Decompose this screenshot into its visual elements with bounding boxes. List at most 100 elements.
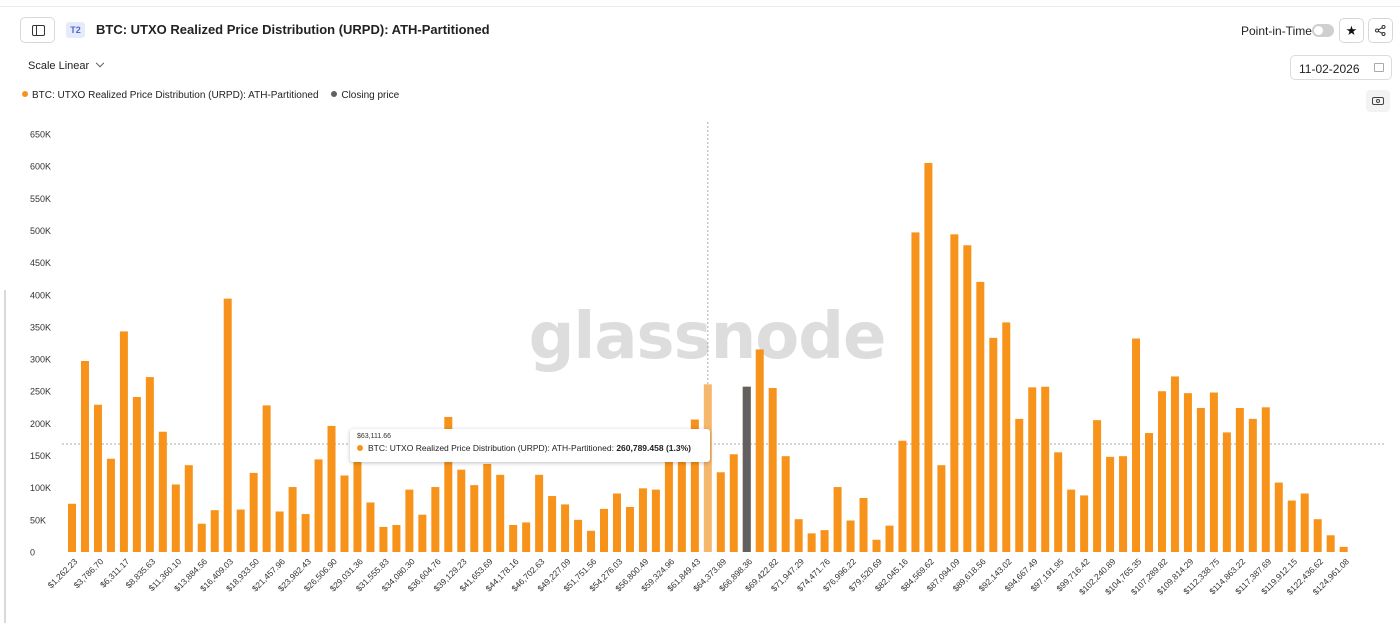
bar [457,469,466,552]
bar [716,472,725,552]
star-icon: ★ [1345,23,1358,38]
bar [158,431,167,552]
page-title: BTC: UTXO Realized Price Distribution (U… [96,22,490,37]
bar [1196,407,1205,552]
camera-lens [1376,99,1380,103]
bar [68,503,76,552]
chevron-down-icon [95,58,105,68]
tooltip-dot [357,445,363,451]
bar [600,508,609,552]
bar [898,440,907,552]
bar [1248,418,1257,552]
bar [548,496,557,552]
bar [937,465,946,552]
bar [509,524,518,552]
bar [574,519,583,552]
bar [522,522,531,552]
bar [1145,433,1154,552]
date-picker[interactable]: 11-02-2026 [1290,55,1392,80]
camera-icon [1372,97,1384,105]
bar [405,489,414,552]
legend-label-closing-price: Closing price [341,90,400,101]
share-icon [1375,25,1386,36]
bar [483,463,492,552]
bar [1170,376,1179,552]
bar [833,487,842,552]
bar [418,514,427,552]
bar [950,234,959,552]
y-tick-label: 600K [30,162,51,172]
legend-item-urpd[interactable]: BTC: UTXO Realized Price Distribution (U… [22,90,319,101]
bar [1067,489,1076,552]
bar [664,449,673,552]
bar [1313,519,1322,552]
bar [249,472,258,552]
bar [366,502,375,552]
y-tick-label: 300K [30,355,51,365]
bar [236,509,245,552]
bar [690,419,699,552]
bar [327,425,336,552]
bar [1326,535,1335,552]
bar [612,493,621,552]
legend-dot-urpd [22,91,28,97]
bar [768,388,777,552]
legend-label-urpd: BTC: UTXO Realized Price Distribution (U… [32,90,319,101]
y-tick-label: 650K [30,130,51,140]
sidebar-icon [32,25,45,36]
bar [820,530,829,552]
bar [625,506,634,552]
bar [145,377,154,552]
watermark: glassnode [529,300,886,374]
y-tick-label: 450K [30,258,51,268]
bar [755,349,764,552]
bar [651,489,660,552]
y-tick-label: 0 [30,548,35,558]
bar [1080,495,1089,552]
bar [885,525,894,552]
bar [1119,456,1128,552]
y-tick-label: 50K [30,515,46,525]
bar [1261,407,1270,552]
y-tick-label: 400K [30,290,51,300]
calendar-icon [1374,63,1384,72]
bar [807,533,816,552]
bar [638,488,647,552]
legend-item-closing-price[interactable]: Closing price [331,90,399,101]
bar [379,526,388,552]
bar [444,416,453,552]
bar [729,454,738,552]
bar [262,405,271,552]
left-scrollbar[interactable] [4,290,6,623]
date-value: 11-02-2026 [1299,62,1360,76]
bar [93,404,102,552]
point-in-time-toggle[interactable] [1312,24,1334,37]
y-tick-label: 350K [30,322,51,332]
bar [106,458,115,552]
tooltip-series-label: BTC: UTXO Realized Price Distribution (U… [368,443,614,453]
bar [132,397,141,552]
bar [846,520,855,552]
bar [1183,393,1192,552]
bar [1339,546,1348,552]
bar [314,459,323,552]
closing-price-bar [742,386,751,552]
chart-tooltip: $63,111.66 BTC: UTXO Realized Price Dist… [350,429,710,462]
scale-select[interactable]: Scale Linear [28,58,105,72]
favorite-button[interactable]: ★ [1339,18,1364,43]
bar [340,475,349,552]
bar [301,514,310,552]
tooltip-price: $63,111.66 [357,433,391,440]
bar [1274,482,1283,552]
bar [1300,493,1309,552]
screenshot-button[interactable] [1366,90,1390,112]
top-divider [0,6,1400,7]
bar [1041,386,1050,552]
bar [535,474,544,552]
toggle-sidebar-button[interactable] [20,17,55,43]
tooltip-row: BTC: UTXO Realized Price Distribution (U… [357,443,703,453]
chart-header: T2 BTC: UTXO Realized Price Distribution… [0,0,1400,60]
share-button[interactable] [1368,18,1393,43]
urpd-bar-chart: glassnode 0 50K 100K 150K 200K 250K 300K 350K 400… [30,122,1386,597]
bar [1106,456,1115,552]
